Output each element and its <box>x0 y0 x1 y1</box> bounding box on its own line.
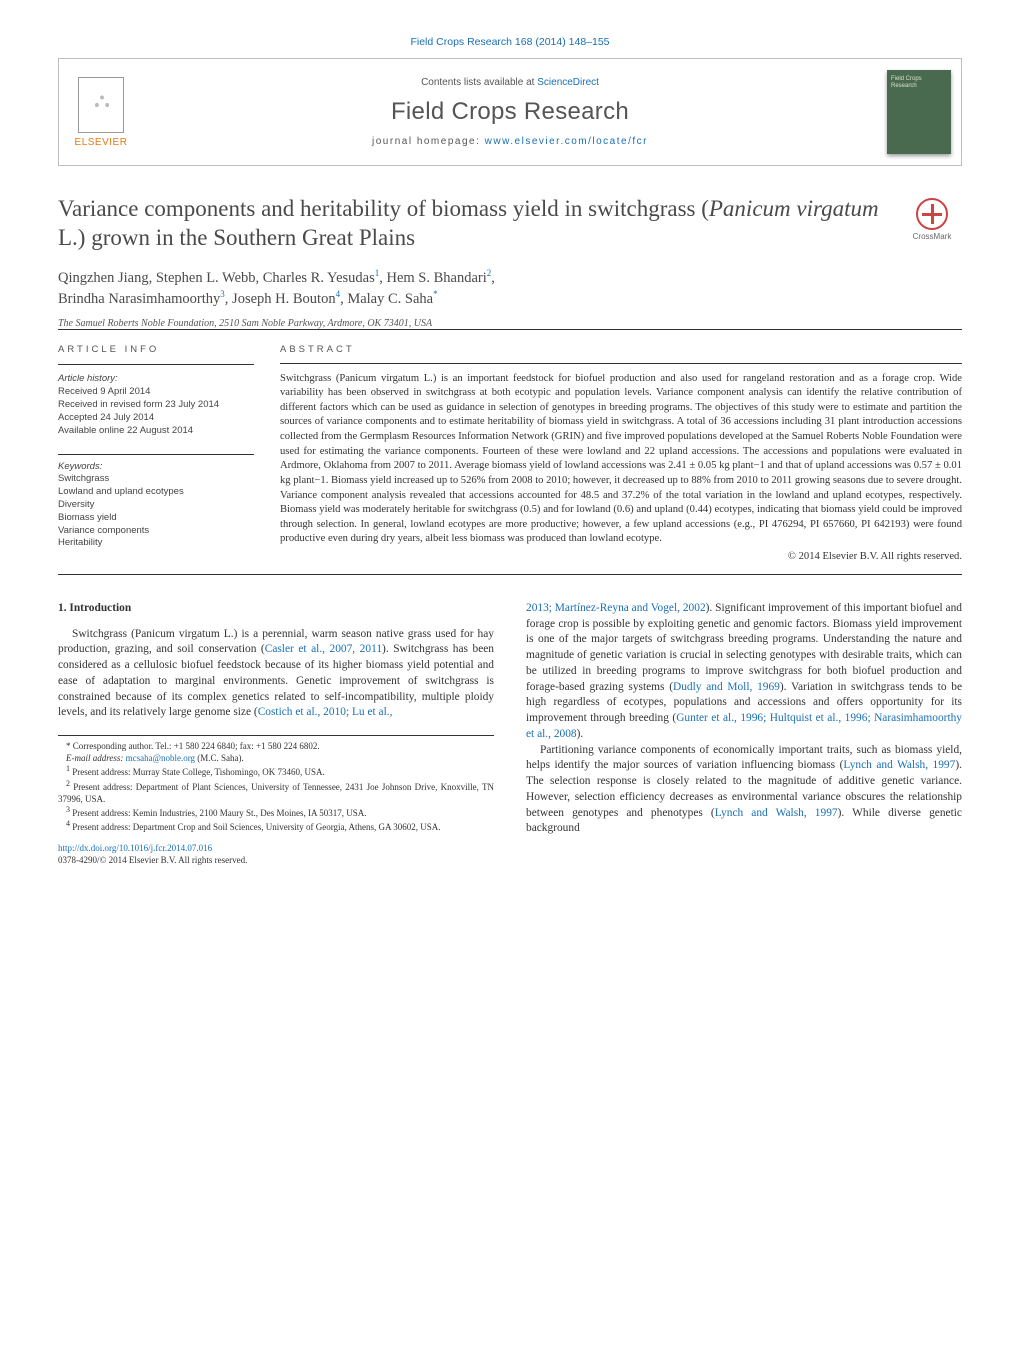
footnote-email: E-mail address: mcsaha@noble.org (M.C. S… <box>58 752 494 764</box>
history-line: Received in revised form 23 July 2014 <box>58 399 254 412</box>
history-line: Available online 22 August 2014 <box>58 425 254 438</box>
homepage-line: journal homepage: www.elsevier.com/locat… <box>143 136 877 147</box>
author-fn-4[interactable]: 4 <box>336 289 341 299</box>
body-col-right: 2013; Martínez-Reyna and Vogel, 2002). S… <box>526 601 962 867</box>
top-reference: Field Crops Research 168 (2014) 148–155 <box>58 36 962 48</box>
article-info-heading: ARTICLE INFO <box>58 344 254 357</box>
journal-name: Field Crops Research <box>143 98 877 126</box>
keyword: Heritability <box>58 537 254 550</box>
keyword: Variance components <box>58 525 254 538</box>
section-heading: 1. Introduction <box>58 601 494 617</box>
elsevier-brand: ELSEVIER <box>75 137 128 148</box>
email-label: E-mail address: <box>66 753 126 763</box>
author-fn-corr[interactable]: * <box>433 289 438 299</box>
footnote-2: 2 Present address: Department of Plant S… <box>58 779 494 805</box>
sciencedirect-link[interactable]: ScienceDirect <box>537 77 599 88</box>
elsevier-logo[interactable]: ELSEVIER <box>59 59 143 165</box>
history-line: Received 9 April 2014 <box>58 386 254 399</box>
citation-link[interactable]: Casler et al., 2007, 2011 <box>265 643 382 655</box>
email-tail: (M.C. Saha). <box>195 753 244 763</box>
abstract-heading: ABSTRACT <box>280 344 962 355</box>
footnote-1: 1 1 Present address: Murray State Colleg… <box>58 764 494 778</box>
citation-link[interactable]: Dudly and Moll, 1969 <box>673 681 780 693</box>
rule-below-abstract <box>58 574 962 575</box>
history-label: Article history: <box>58 373 254 386</box>
homepage-prefix: journal homepage: <box>372 136 485 147</box>
author-fn-1[interactable]: 1 <box>375 268 380 278</box>
availability-line: Contents lists available at ScienceDirec… <box>143 77 877 88</box>
footnote-corr: * Corresponding author. Tel.: +1 580 224… <box>58 740 494 752</box>
footnote-3: 3 Present address: Kemin Industries, 210… <box>58 805 494 819</box>
body-columns: 1. Introduction Switchgrass (Panicum vir… <box>58 601 962 867</box>
crossmark-label: CrossMark <box>913 232 952 241</box>
body-col-left: 1. Introduction Switchgrass (Panicum vir… <box>58 601 494 867</box>
homepage-link[interactable]: www.elsevier.com/locate/fcr <box>485 136 648 147</box>
body-text: ). <box>577 728 584 740</box>
keyword: Biomass yield <box>58 512 254 525</box>
crossmark-icon <box>916 198 948 230</box>
journal-header: ELSEVIER Contents lists available at Sci… <box>58 58 962 166</box>
abstract-copyright: © 2014 Elsevier B.V. All rights reserved… <box>280 551 962 562</box>
citation-link[interactable]: 2013; Martínez-Reyna and Vogel, 2002 <box>526 602 706 614</box>
article-info: ARTICLE INFO Article history: Received 9… <box>58 344 254 562</box>
keyword: Lowland and upland ecotypes <box>58 486 254 499</box>
journal-cover-image: Field Crops Research <box>887 70 951 154</box>
title-row: Variance components and heritability of … <box>58 194 962 253</box>
body-paragraph: Partitioning variance components of econ… <box>526 743 962 837</box>
abstract: ABSTRACT Switchgrass (Panicum virgatum L… <box>280 344 962 562</box>
footnotes: * Corresponding author. Tel.: +1 580 224… <box>58 735 494 833</box>
rule-above-meta <box>58 329 962 330</box>
citation-link[interactable]: Lynch and Walsh, 1997 <box>843 759 955 771</box>
keyword: Diversity <box>58 499 254 512</box>
author-fn-3[interactable]: 3 <box>220 289 225 299</box>
body-paragraph: Switchgrass (Panicum virgatum L.) is a p… <box>58 627 494 721</box>
footnote-4: 4 Present address: Department Crop and S… <box>58 819 494 833</box>
journal-cover[interactable]: Field Crops Research <box>877 59 961 165</box>
author-fn-2[interactable]: 2 <box>487 268 492 278</box>
authors: Qingzhen Jiang, Stephen L. Webb, Charles… <box>58 267 962 310</box>
rule-abstract <box>280 363 962 364</box>
body-text: ). Significant improvement of this impor… <box>526 602 962 693</box>
keyword: Switchgrass <box>58 473 254 486</box>
citation-link[interactable]: Costich et al., 2010; Lu et al., <box>258 706 393 718</box>
crossmark-badge[interactable]: CrossMark <box>902 198 962 241</box>
abstract-text: Switchgrass (Panicum virgatum L.) is an … <box>280 372 962 547</box>
rule-keywords <box>58 454 254 455</box>
body-paragraph: 2013; Martínez-Reyna and Vogel, 2002). S… <box>526 601 962 743</box>
history-line: Accepted 24 July 2014 <box>58 412 254 425</box>
article-title: Variance components and heritability of … <box>58 194 890 253</box>
top-reference-tail: 168 (2014) 148–155 <box>512 36 610 48</box>
header-center: Contents lists available at ScienceDirec… <box>143 59 877 165</box>
availability-prefix: Contents lists available at <box>421 77 537 88</box>
doi-link[interactable]: http://dx.doi.org/10.1016/j.fcr.2014.07.… <box>58 843 212 853</box>
elsevier-tree-icon <box>78 77 124 133</box>
rule-info <box>58 364 254 365</box>
top-reference-journal-link[interactable]: Field Crops Research <box>410 36 512 48</box>
meta-row: ARTICLE INFO Article history: Received 9… <box>58 344 962 562</box>
doi-block: http://dx.doi.org/10.1016/j.fcr.2014.07.… <box>58 843 494 866</box>
email-link[interactable]: mcsaha@noble.org <box>126 753 195 763</box>
keywords-label: Keywords: <box>58 461 254 474</box>
citation-link[interactable]: Lynch and Walsh, 1997 <box>715 807 838 819</box>
issn-line: 0378-4290/© 2014 Elsevier B.V. All right… <box>58 855 247 865</box>
affiliation: The Samuel Roberts Noble Foundation, 251… <box>58 318 962 329</box>
